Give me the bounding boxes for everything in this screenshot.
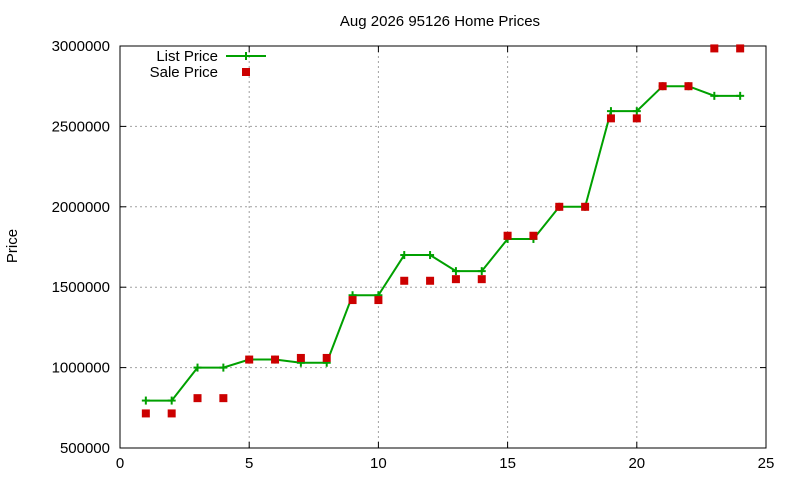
sale-price-point xyxy=(167,409,176,418)
plot-frame xyxy=(119,45,767,449)
list-price-point xyxy=(400,251,409,260)
legend-label-sale-price: Sale Price xyxy=(150,64,218,81)
x-tick-label: 20 xyxy=(628,455,645,472)
list-price-point xyxy=(710,91,719,100)
list-price-point xyxy=(426,251,435,260)
y-tick-label: 3000000 xyxy=(52,38,110,55)
y-axis-label: Price xyxy=(4,229,21,263)
sale-price-point xyxy=(632,114,641,123)
sale-price-point xyxy=(555,202,564,211)
y-tick-label: 2000000 xyxy=(52,199,110,216)
series-sale-price xyxy=(141,44,745,418)
sale-price-point xyxy=(141,409,150,418)
sale-price-point xyxy=(503,231,512,240)
list-price-point xyxy=(141,396,150,405)
sale-price-point xyxy=(245,355,254,364)
list-price-point xyxy=(451,267,460,276)
sale-price-point xyxy=(710,44,719,53)
legend-swatch-marker-sale-price xyxy=(242,68,250,76)
series-layer xyxy=(141,44,745,418)
sale-price-point xyxy=(684,82,693,91)
sale-price-point xyxy=(736,44,745,53)
sale-price-point xyxy=(296,353,305,362)
legend-swatch-marker-list-price xyxy=(242,52,250,60)
y-tick-label: 2500000 xyxy=(52,118,110,135)
sale-price-point xyxy=(658,82,667,91)
y-tick-label: 1500000 xyxy=(52,279,110,296)
list-price-point xyxy=(736,91,745,100)
sale-price-point xyxy=(400,276,409,285)
sale-price-point xyxy=(374,296,383,305)
x-tick-label: 25 xyxy=(758,455,775,472)
x-tick-label: 5 xyxy=(245,455,253,472)
sale-price-point xyxy=(193,394,202,403)
list-price-point xyxy=(193,363,202,372)
y-tick-label: 500000 xyxy=(60,440,110,457)
list-price-point xyxy=(219,363,228,372)
sale-price-point xyxy=(581,202,590,211)
x-tick-label: 15 xyxy=(499,455,516,472)
sale-price-point xyxy=(451,275,460,284)
series-list-price xyxy=(141,82,745,405)
x-tick-label: 10 xyxy=(370,455,387,472)
sale-price-point xyxy=(426,276,435,285)
chart-title: Aug 2026 95126 Home Prices xyxy=(340,13,540,30)
list-price-point xyxy=(167,396,176,405)
sale-price-point xyxy=(606,114,615,123)
sale-price-point xyxy=(348,296,357,305)
grid-lines xyxy=(120,46,766,448)
sale-price-point xyxy=(322,353,331,362)
list-price-point xyxy=(477,267,486,276)
sale-price-point xyxy=(529,231,538,240)
legend-label-list-price: List Price xyxy=(156,48,218,65)
x-tick-label: 0 xyxy=(116,455,124,472)
list-price-point xyxy=(632,107,641,116)
axis-ticks: 0 5 10 15 20 25 500000 1000000 1500000 2000000 250… xyxy=(52,38,775,472)
sale-price-point xyxy=(477,275,486,284)
list-price-line xyxy=(145,85,741,402)
list-price-point xyxy=(606,107,615,116)
sale-price-point xyxy=(219,394,228,403)
sale-price-point xyxy=(271,355,280,364)
y-tick-label: 1000000 xyxy=(52,360,110,377)
